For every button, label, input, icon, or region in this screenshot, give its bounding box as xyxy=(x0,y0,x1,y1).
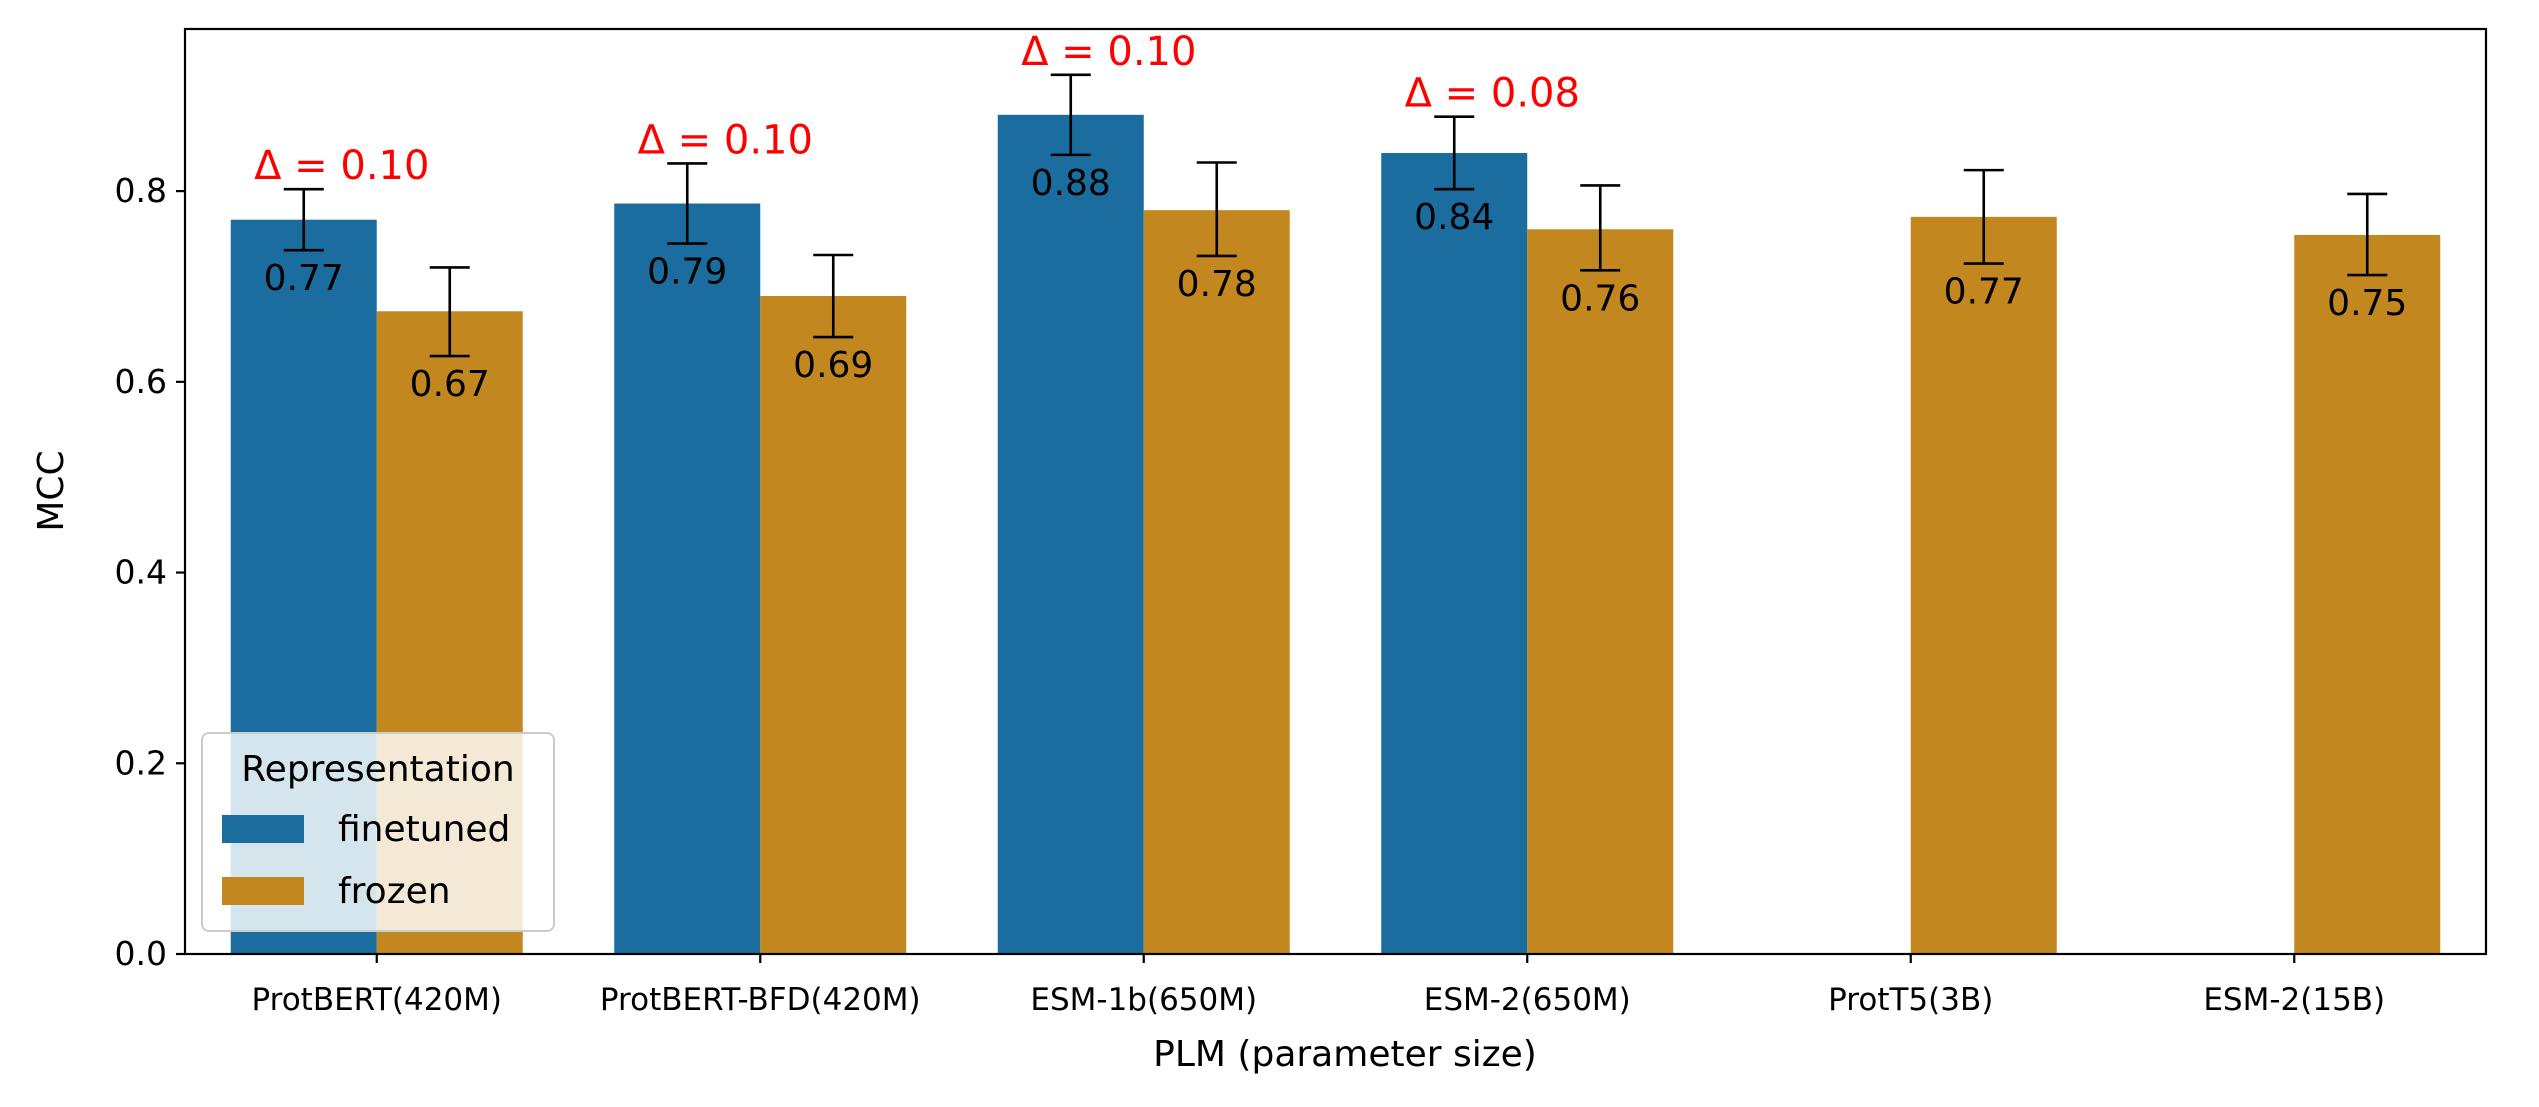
y-tick-label: 0.4 xyxy=(115,553,167,592)
delta-annotation: Δ = 0.10 xyxy=(1021,29,1196,75)
x-tick-label: ProtBERT-BFD(420M) xyxy=(600,982,921,1018)
x-tick-label: ProtBERT(420M) xyxy=(251,982,502,1018)
x-tick-label: ESM-1b(650M) xyxy=(1030,982,1257,1018)
x-axis-title: PLM (parameter size) xyxy=(1153,1034,1537,1075)
bar-frozen xyxy=(2294,234,2441,955)
data-label: 0.77 xyxy=(1944,272,2024,313)
x-axis: ProtBERT(420M) ProtBERT-BFD(420M) ESM-1b(6… xyxy=(251,954,2385,1018)
y-tick-label: 0.6 xyxy=(115,362,167,401)
y-tick-label: 0.2 xyxy=(115,743,167,782)
data-label: 0.69 xyxy=(793,345,873,386)
x-tick-label: ESM-2(650M) xyxy=(1424,982,1631,1018)
legend-swatch-finetuned xyxy=(222,815,304,843)
y-axis: 0.0 0.2 0.4 0.6 0.8 xyxy=(115,171,185,973)
data-label: 0.84 xyxy=(1414,197,1494,238)
data-label: 0.78 xyxy=(1177,264,1257,305)
legend-swatch-frozen xyxy=(222,877,304,905)
legend: Representation finetuned frozen xyxy=(201,732,555,932)
y-tick-label: 0.8 xyxy=(115,171,167,210)
delta-annotation: Δ = 0.08 xyxy=(1405,71,1580,117)
data-label: 0.88 xyxy=(1031,163,1111,204)
bar-frozen xyxy=(760,296,907,954)
data-label: 0.76 xyxy=(1560,278,1640,319)
delta-annotation: Δ = 0.10 xyxy=(254,143,429,189)
plot-frame xyxy=(183,27,2488,956)
bar-finetuned xyxy=(997,114,1144,954)
legend-title: Representation xyxy=(241,749,514,790)
x-tick-label: ProtT5(3B) xyxy=(1828,982,1993,1018)
bar-finetuned xyxy=(1381,152,1528,955)
y-tick-label: 0.0 xyxy=(115,934,167,973)
legend-entry-label: finetuned xyxy=(338,809,510,850)
bar-frozen xyxy=(1527,229,1674,954)
bars-layer xyxy=(230,114,2441,955)
bar-frozen xyxy=(1910,216,2057,954)
value-labels-layer: 0.77 0.79 0.88 0.84 0.67 0.69 0.78 0.76 0.77 0.75… xyxy=(254,29,2407,405)
data-label: 0.79 xyxy=(647,252,727,293)
bar-finetuned xyxy=(614,203,761,954)
data-label: 0.75 xyxy=(2327,283,2407,324)
legend-entry-label: frozen xyxy=(338,871,451,912)
delta-annotation: Δ = 0.10 xyxy=(638,117,813,163)
x-tick-label: ESM-2(15B) xyxy=(2203,982,2385,1018)
data-label: 0.67 xyxy=(410,364,490,405)
y-axis-title: MCC xyxy=(31,450,72,531)
error-bars-layer xyxy=(283,73,2388,358)
bar-frozen xyxy=(1143,210,1290,955)
data-label: 0.77 xyxy=(264,258,344,299)
